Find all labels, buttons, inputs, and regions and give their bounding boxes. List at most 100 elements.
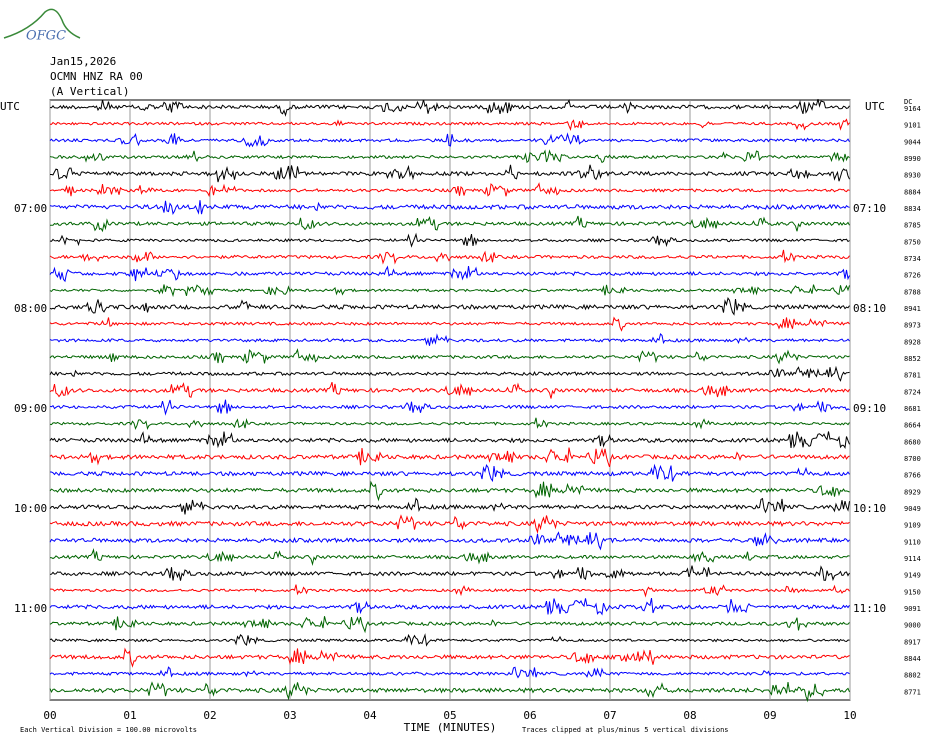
trace	[49, 666, 850, 679]
dc-value: 8917	[904, 638, 921, 646]
dc-value: 9091	[904, 605, 921, 613]
x-tick-label: 00	[43, 709, 56, 722]
trace	[49, 232, 850, 248]
hour-label: 11:00	[14, 602, 47, 615]
utc-right: UTC	[865, 100, 885, 113]
clip-note: Traces clipped at plus/minus 5 vertical …	[522, 726, 729, 734]
trace	[49, 381, 850, 399]
dc-value: 9149	[904, 572, 921, 580]
hour-label: 08:00	[14, 302, 47, 315]
trace	[49, 265, 850, 283]
dc-value: 8664	[904, 422, 921, 430]
x-tick-label: 09	[763, 709, 776, 722]
dc-value: 8734	[904, 255, 921, 263]
dc-value: 8834	[904, 205, 921, 213]
x-tick-label: 08	[683, 709, 696, 722]
hour-label: 11:10	[853, 602, 886, 615]
logo-mark	[3, 8, 81, 39]
dc-value: 8785	[904, 222, 921, 230]
scale-note: Each Vertical Division = 100.00 microvol…	[20, 726, 197, 734]
trace	[49, 200, 850, 215]
dc-value: 8766	[904, 472, 921, 480]
trace	[50, 164, 850, 183]
trace	[49, 431, 850, 449]
trace	[49, 249, 850, 265]
dc-value: 9044	[904, 138, 921, 146]
trace	[49, 480, 850, 502]
trace	[49, 365, 850, 382]
trace	[49, 399, 850, 416]
dc-value: 8928	[904, 338, 921, 346]
trace	[49, 284, 850, 298]
dc-value: 9109	[904, 522, 921, 530]
trace	[49, 118, 850, 131]
dc-value: 8771	[904, 688, 921, 696]
x-tick-label: 07	[603, 709, 616, 722]
x-tick-label: 05	[443, 709, 456, 722]
dc-value: 8990	[904, 155, 921, 163]
dc-value: 9049	[904, 505, 921, 513]
trace	[49, 616, 850, 634]
dc-value: 8844	[904, 655, 921, 663]
trace	[49, 447, 850, 468]
logo: OFGC	[26, 29, 66, 44]
dc-value: 8802	[904, 672, 921, 680]
trace	[49, 597, 850, 616]
trace	[49, 647, 850, 668]
dc-value: 8929	[904, 488, 921, 496]
trace	[49, 514, 850, 535]
dc-value: 8930	[904, 172, 921, 180]
dc-value: 8781	[904, 372, 921, 380]
dc-value: 9000	[904, 622, 921, 630]
trace	[50, 215, 850, 233]
dc-value: 8726	[904, 272, 921, 280]
dc-value: 9110	[904, 538, 921, 546]
dc-value: 8884	[904, 188, 921, 196]
trace	[49, 333, 850, 346]
dc-value: 8680	[904, 438, 921, 446]
trace	[49, 531, 850, 551]
dc-value: 8941	[904, 305, 921, 313]
trace	[49, 297, 850, 316]
hour-label: 09:10	[853, 402, 886, 415]
date: Jan15,2026	[50, 55, 116, 68]
x-axis-title: TIME (MINUTES)	[404, 721, 497, 734]
trace	[49, 417, 850, 431]
trace	[49, 681, 850, 703]
trace	[49, 633, 850, 647]
hour-label: 10:00	[14, 502, 47, 515]
x-tick-label: 06	[523, 709, 536, 722]
trace	[49, 348, 850, 365]
x-tick-label: 04	[363, 709, 377, 722]
trace	[49, 132, 850, 148]
dc-value: 8700	[904, 455, 921, 463]
dc-value: 9164	[904, 105, 921, 113]
hour-label: 07:00	[14, 202, 47, 215]
trace	[49, 565, 850, 582]
hour-label: 07:10	[853, 202, 886, 215]
x-tick-label: 02	[203, 709, 216, 722]
hour-label: 09:00	[14, 402, 47, 415]
dc-value: 8724	[904, 388, 921, 396]
hour-label: 10:10	[853, 502, 886, 515]
x-tick-label: 10	[843, 709, 856, 722]
trace	[49, 548, 850, 567]
dc-value: 8973	[904, 322, 921, 330]
trace	[49, 149, 850, 164]
x-tick-label: 01	[123, 709, 136, 722]
dc-value: 9101	[904, 122, 921, 130]
trace	[49, 98, 850, 117]
dc-value: 8750	[904, 238, 921, 246]
utc-left: UTC	[0, 100, 20, 113]
hour-label: 08:10	[853, 302, 886, 315]
dc-value: 8681	[904, 405, 921, 413]
trace	[50, 463, 850, 483]
dc-value: 8788	[904, 288, 921, 296]
component: (A Vertical)	[50, 85, 129, 98]
trace	[49, 182, 850, 197]
dc-value: 9150	[904, 588, 921, 596]
trace	[50, 584, 850, 598]
trace	[49, 497, 850, 515]
x-tick-label: 03	[283, 709, 296, 722]
